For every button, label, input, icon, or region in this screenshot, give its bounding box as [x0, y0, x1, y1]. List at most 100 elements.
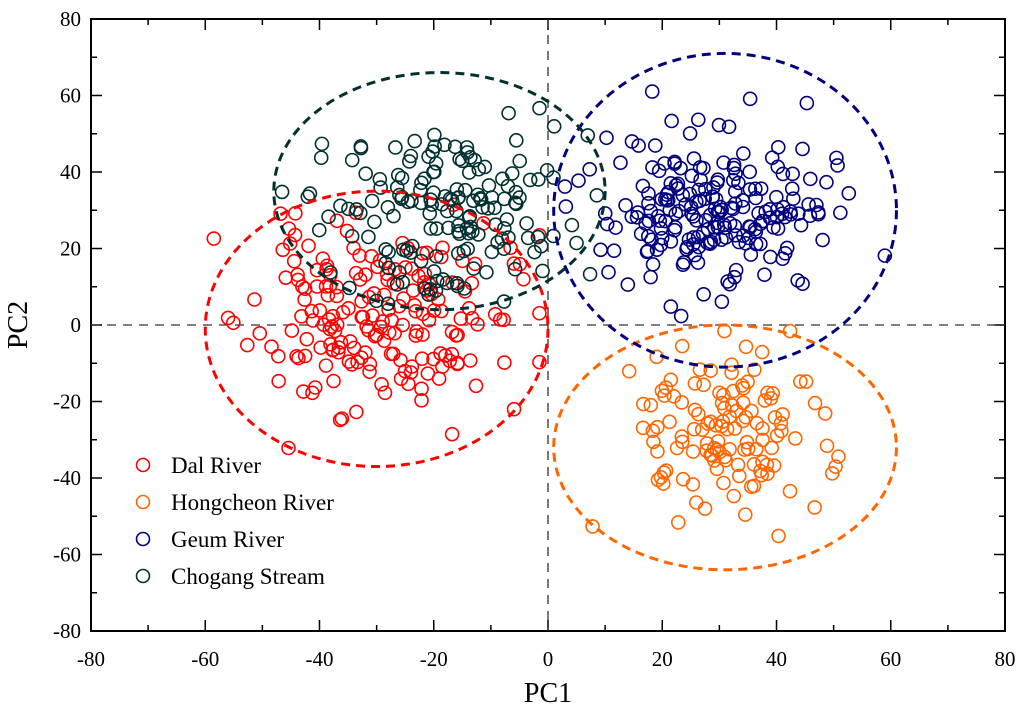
data-point	[807, 395, 823, 411]
data-point	[645, 423, 661, 439]
data-point	[799, 95, 815, 111]
data-point	[331, 344, 346, 360]
y-tick-label: -60	[53, 543, 81, 567]
data-point	[643, 269, 658, 285]
data-point	[754, 344, 770, 360]
data-point	[662, 202, 678, 218]
ellipse-geum-river	[552, 51, 898, 369]
data-point	[415, 246, 430, 261]
data-point	[530, 229, 546, 245]
legend-item: Chogang Stream	[135, 564, 325, 589]
axis-ticks	[90, 18, 1006, 632]
data-point	[643, 397, 659, 413]
data-point	[689, 495, 704, 510]
data-point	[484, 244, 500, 260]
data-point	[697, 501, 713, 517]
data-point	[658, 380, 674, 395]
data-point	[753, 216, 768, 232]
data-point	[698, 212, 714, 228]
y-axis-title: PC2	[3, 301, 34, 349]
data-point	[659, 187, 675, 203]
cluster-ellipses	[203, 51, 898, 572]
data-point	[742, 182, 758, 197]
data-point	[444, 324, 460, 340]
data-point	[319, 261, 334, 277]
data-point	[281, 440, 296, 456]
data-point	[504, 166, 520, 181]
data-point	[557, 179, 573, 194]
data-point	[546, 119, 562, 134]
data-point	[307, 380, 323, 395]
data-point	[433, 249, 449, 265]
data-point	[742, 219, 758, 235]
data-point	[724, 200, 739, 216]
data-point	[678, 197, 693, 212]
data-point	[685, 444, 701, 459]
data-point	[329, 317, 345, 332]
data-point	[393, 371, 409, 386]
data-point	[294, 308, 309, 324]
data-point	[692, 362, 708, 378]
data-point	[686, 151, 702, 166]
data-point	[618, 198, 633, 213]
data-point	[339, 223, 355, 239]
data-point	[427, 127, 442, 143]
data-point	[314, 136, 330, 152]
data-point	[633, 226, 649, 242]
data-point	[696, 377, 711, 393]
data-point	[682, 126, 698, 141]
data-point	[711, 117, 727, 133]
data-point	[494, 231, 510, 246]
data-point	[507, 261, 523, 277]
data-point	[297, 348, 313, 364]
data-point	[390, 167, 406, 183]
data-point	[516, 271, 531, 287]
legend-item: Dal River	[135, 453, 261, 478]
data-point	[833, 205, 848, 221]
data-point	[687, 402, 703, 418]
data-point	[817, 406, 833, 421]
data-point	[396, 291, 411, 306]
data-point	[788, 431, 803, 446]
legend-marker	[135, 457, 151, 473]
data-point	[429, 249, 444, 264]
data-point	[757, 267, 772, 282]
data-point	[450, 278, 465, 294]
data-point	[725, 201, 741, 217]
data-point	[790, 206, 806, 222]
data-point	[714, 294, 730, 309]
data-point	[601, 264, 616, 280]
data-point	[392, 187, 407, 203]
data-point	[809, 197, 824, 213]
data-point	[329, 213, 345, 229]
data-point	[830, 158, 845, 173]
data-point	[673, 160, 688, 176]
data-point	[802, 171, 818, 187]
x-tick-label: 20	[652, 647, 673, 671]
data-point	[763, 249, 778, 265]
data-point	[325, 308, 341, 324]
data-point	[597, 206, 613, 221]
data-point	[466, 261, 481, 276]
data-point	[747, 362, 762, 377]
data-point	[520, 230, 536, 246]
data-point	[811, 206, 826, 222]
data-point	[414, 175, 429, 191]
data-point	[422, 206, 438, 221]
y-tick-label: 80	[60, 7, 81, 31]
x-tick-label: 40	[766, 647, 787, 671]
data-point	[414, 393, 429, 408]
data-point	[312, 303, 328, 318]
data-point	[352, 248, 367, 263]
y-tick-label: -40	[53, 466, 81, 490]
data-point	[697, 191, 713, 207]
data-point	[770, 139, 786, 155]
data-point	[487, 200, 502, 216]
legend-label: Hongcheon River	[171, 490, 334, 515]
data-point	[417, 171, 432, 186]
data-point	[653, 470, 669, 485]
data-point	[264, 339, 279, 355]
data-point	[793, 374, 808, 389]
data-point	[349, 202, 364, 217]
data-point	[696, 287, 711, 302]
